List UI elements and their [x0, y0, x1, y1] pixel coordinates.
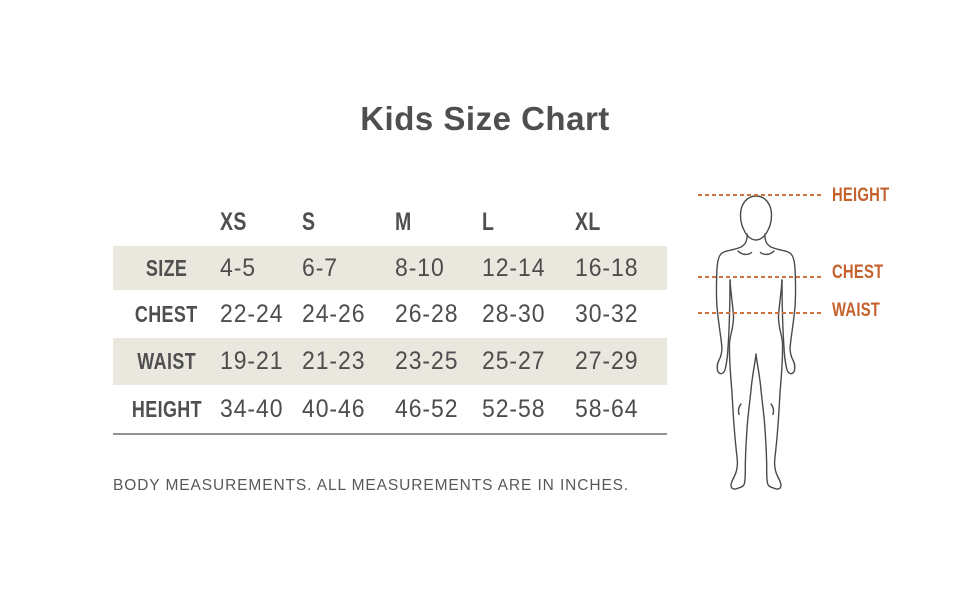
column-header-xl: XL — [575, 208, 601, 236]
table-row-chest: CHEST 22-24 24-26 26-28 28-30 30-32 — [113, 290, 667, 338]
table-bottom-divider — [113, 433, 667, 435]
figure-label-waist: WAIST — [832, 300, 881, 321]
cell-chest-xl: 30-32 — [575, 299, 639, 328]
column-header-xs: XS — [220, 208, 247, 236]
table-row-waist: WAIST 19-21 21-23 23-25 25-27 27-29 — [113, 338, 667, 385]
body-outline-icon — [715, 195, 797, 490]
figure-label-chest: CHEST — [832, 262, 884, 283]
row-label-chest: CHEST — [135, 300, 198, 327]
cell-chest-m: 26-28 — [395, 299, 459, 328]
figure-left-arm — [715, 233, 748, 375]
cell-size-xs: 4-5 — [220, 253, 257, 282]
table-row-size: SIZE 4-5 6-7 8-10 12-14 16-18 — [113, 246, 667, 290]
cell-height-m: 46-52 — [395, 394, 459, 423]
row-label-waist: WAIST — [137, 348, 196, 374]
page-title: Kids Size Chart — [360, 100, 610, 137]
column-header-m: M — [395, 208, 412, 236]
row-label-height: HEIGHT — [131, 395, 202, 422]
cell-size-l: 12-14 — [482, 253, 546, 282]
size-table: XS S M L XL SIZE 4-5 6-7 8-10 12-14 16-1… — [113, 200, 667, 440]
figure-right-arm — [764, 233, 797, 375]
column-header-s: S — [302, 208, 316, 236]
cell-waist-l: 25-27 — [482, 347, 546, 375]
chest-dash-line — [698, 276, 823, 278]
header-spacer-cell — [113, 237, 220, 246]
cell-waist-xs: 19-21 — [220, 347, 284, 375]
figure-label-height: HEIGHT — [832, 185, 890, 206]
row-label-size: SIZE — [145, 254, 188, 281]
waist-dash-line — [698, 312, 823, 314]
cell-chest-l: 28-30 — [482, 299, 546, 328]
measurements-note: BODY MEASUREMENTS. ALL MEASUREMENTS ARE … — [113, 477, 630, 494]
table-row-height: HEIGHT 34-40 40-46 46-52 52-58 58-64 — [113, 385, 667, 433]
cell-size-s: 6-7 — [302, 253, 339, 282]
table-header-row: XS S M L XL — [113, 200, 667, 246]
cell-size-m: 8-10 — [395, 253, 445, 282]
figure-collarbone-right — [759, 250, 775, 256]
column-header-l: L — [482, 208, 495, 236]
cell-chest-s: 24-26 — [302, 299, 366, 328]
figure-knee-right — [770, 403, 775, 416]
cell-chest-xs: 22-24 — [220, 299, 284, 328]
cell-waist-s: 21-23 — [302, 347, 366, 375]
height-dash-line — [698, 194, 823, 196]
cell-height-xs: 34-40 — [220, 394, 284, 423]
cell-height-xl: 58-64 — [575, 394, 639, 423]
cell-waist-m: 23-25 — [395, 347, 459, 375]
figure-knee-left — [737, 403, 742, 416]
cell-height-s: 40-46 — [302, 394, 366, 423]
figure-head — [739, 195, 773, 241]
cell-waist-xl: 27-29 — [575, 347, 639, 375]
figure-collarbone-left — [737, 250, 753, 256]
figure-torso-legs — [728, 279, 784, 490]
cell-height-l: 52-58 — [482, 394, 546, 423]
cell-size-xl: 16-18 — [575, 253, 639, 282]
